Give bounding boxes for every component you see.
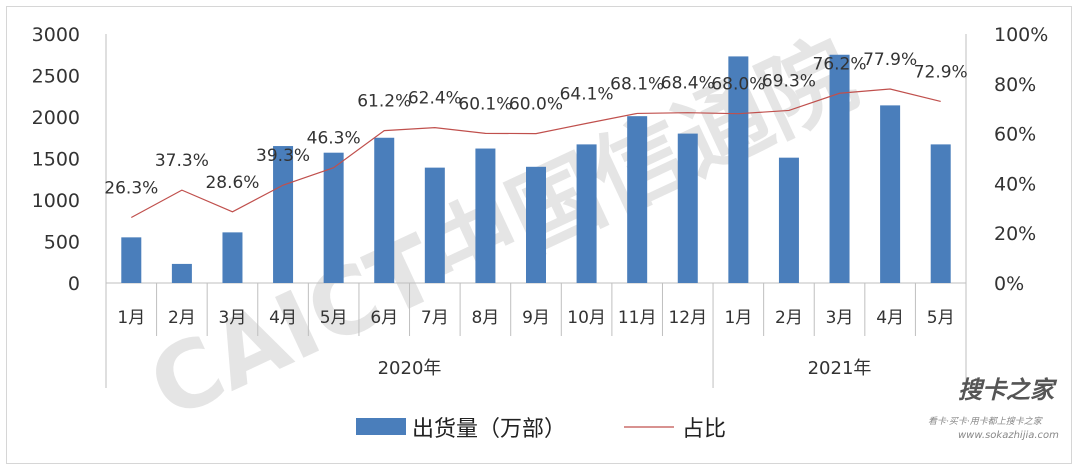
bar [273,146,294,283]
data-label: 68.0% [711,75,765,95]
data-label: 69.3% [762,71,816,91]
x-tick-label: 11月 [618,308,657,328]
bar [374,137,395,283]
y-right-tick-label: 0% [994,273,1024,295]
x-tick-label: 6月 [370,308,398,328]
data-label: 72.9% [914,62,968,82]
y-left-tick-label: 3000 [32,24,80,46]
share-line [131,88,941,219]
data-label: 76.2% [813,54,867,74]
y-left-tick-label: 2500 [32,66,80,88]
y-right-tick-label: 80% [994,74,1036,96]
site-logo-text: 搜卡之家 [958,376,1058,404]
bar [829,54,850,283]
y-right-tick-label: 40% [994,173,1036,195]
legend-bar-label: 出货量（万部） [412,417,566,442]
x-tick-label: 1月 [117,308,145,328]
data-label: 64.1% [560,84,614,104]
legend-bar-swatch [356,418,406,435]
x-tick-label: 4月 [876,308,904,328]
data-label: 77.9% [863,50,917,70]
data-label: 26.3% [104,179,158,199]
bar [930,144,951,283]
bar [323,152,344,283]
x-tick-label: 5月 [927,308,955,328]
x-tick-label: 9月 [522,308,550,328]
axes: 0 500 1000 1500 2000 2500 3000 0% 20% 40% 60% 80% 10… [32,24,1048,388]
x-tick-label: 7月 [421,308,449,328]
x-tick-label: 1月 [724,308,752,328]
x-tick-label: 2月 [168,308,196,328]
y-right-tick-label: 100% [994,24,1048,46]
y-right-tick-label: 60% [994,124,1036,146]
y-left-tick-label: 0 [68,273,80,295]
y-left-tick-label: 500 [44,232,80,254]
site-logo: 搜卡之家 看卡·买卡·用卡都上搜卡之家 www.sokazhijia.com [928,376,1059,441]
data-label: 37.3% [155,151,209,171]
chart-frame [6,6,1072,464]
x-tick-label: 10月 [567,308,606,328]
y-right-tick-label: 20% [994,223,1036,245]
data-label: 46.3% [307,129,361,149]
x-tick-label: 3月 [219,308,247,328]
y-left-tick-label: 2000 [32,107,80,129]
data-label: 28.6% [205,173,259,193]
x-tick-label: 2月 [775,308,803,328]
legend-line-label: 占比 [682,417,726,442]
bar [778,157,799,283]
bar [475,148,496,283]
bar [627,116,648,283]
group-label: 2020年 [378,358,442,379]
x-tick-label: 3月 [826,308,854,328]
y-left-tick-label: 1500 [32,149,80,171]
site-logo-url: www.sokazhijia.com [958,430,1059,441]
x-tick-label: 4月 [269,308,297,328]
bar [526,166,546,283]
bar [424,167,445,283]
bar [121,237,142,283]
data-label: 60.1% [458,94,512,114]
bar [171,263,192,283]
data-label: 68.4% [661,74,715,94]
data-label: 62.4% [408,89,462,109]
legend: 出货量（万部） 占比 [356,417,726,442]
data-label: 61.2% [357,92,411,112]
group-label: 2021年 [808,358,872,379]
data-labels: 26.3% 37.3%28.6% 39.3%46.3% 61.2%62.4%60.1%… [104,50,967,198]
bar [677,133,698,283]
line-series [131,88,941,219]
y-left-tick-label: 1000 [32,190,80,212]
data-label: 68.1% [610,74,664,94]
bar [880,105,901,283]
data-label: 60.0% [509,95,563,115]
x-tick-label: 8月 [471,308,499,328]
x-tick-label: 5月 [320,308,348,328]
site-logo-tagline: 看卡·买卡·用卡都上搜卡之家 [928,416,1043,427]
bar-series [121,54,951,283]
x-tick-label: 12月 [668,308,707,328]
data-label: 39.3% [256,146,310,166]
bar [222,232,243,283]
bar [576,144,597,283]
